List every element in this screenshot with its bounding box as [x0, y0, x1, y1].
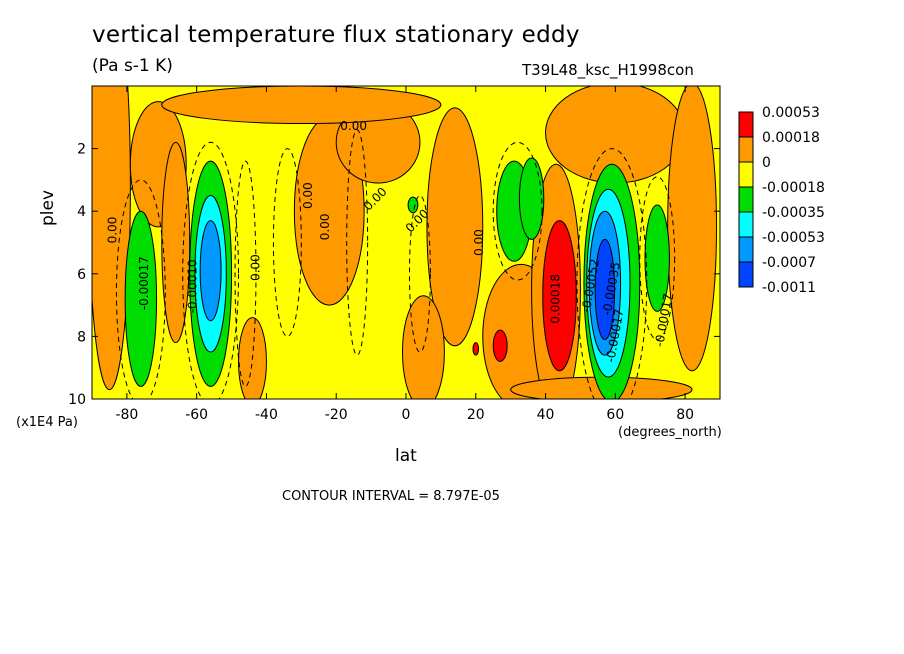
y-tick-label: 10 — [68, 392, 86, 408]
contour-field — [92, 86, 720, 399]
negative-contour-line — [115, 179, 166, 399]
x-tick-label: -60 — [185, 407, 208, 423]
negative-region-sh-polar — [124, 210, 158, 387]
negative-contour-line — [272, 148, 302, 337]
negative-contour-line — [576, 148, 648, 399]
positive-region-sh-polar — [92, 86, 131, 391]
x-tick-label: 80 — [676, 407, 694, 423]
contour-label: 0.00018 — [549, 274, 563, 324]
positive-region-upper-band — [161, 86, 442, 125]
x-tick-label: 20 — [467, 407, 485, 423]
positive-region-sh-lower — [238, 317, 267, 399]
x-tick-label: -80 — [115, 407, 138, 423]
negative-contour-line — [639, 176, 676, 341]
negative-contour-line — [234, 160, 257, 387]
contour-label: 0.00 — [301, 182, 315, 209]
legend-label: 0 — [762, 155, 771, 171]
y-tick-label: 6 — [77, 267, 86, 283]
legend-swatch — [738, 111, 754, 138]
legend-swatch — [738, 186, 754, 213]
contour-label: 0.00 — [340, 119, 367, 133]
legend-label: -0.0011 — [762, 280, 816, 296]
chart-units: (Pa s-1 K) — [92, 56, 173, 76]
legend-swatch — [738, 211, 754, 238]
negative-contour-line — [492, 141, 543, 281]
x-tick-label: -20 — [325, 407, 348, 423]
contour-label: 0.00 — [472, 229, 486, 256]
positive-region-nh-polar — [667, 86, 718, 372]
legend-label: -0.00053 — [762, 230, 825, 246]
positive-region-nh-tropics — [426, 107, 484, 347]
positive-region-sh-mid — [161, 141, 191, 344]
negative-contour-line — [182, 141, 240, 399]
y-tick-label: 8 — [77, 329, 86, 345]
positive-peak-nh-low — [492, 329, 508, 362]
run-name: T39L48_ksc_H1998con — [522, 61, 694, 79]
negative-contour-line — [346, 129, 369, 356]
legend-label: -0.00018 — [762, 180, 825, 196]
legend-label: 0.00053 — [762, 105, 820, 121]
positive-peak-small — [472, 342, 480, 356]
color-legend: 0.00053 0.00018 0 -0.00018 -0.00035 -0.00053 -… — [738, 105, 825, 296]
negative-region-nh-center — [594, 238, 616, 341]
legend-swatch — [738, 261, 754, 288]
x-tick-label: 0 — [402, 407, 411, 423]
chart-title: vertical temperature flux stationary edd… — [92, 22, 580, 48]
negative-region-nh-upper-b — [518, 157, 545, 240]
x-tick-label: 60 — [606, 407, 624, 423]
x-axis-label: lat — [395, 446, 417, 466]
contour-label: 0.00 — [248, 254, 262, 281]
legend-label: -0.0007 — [762, 255, 816, 271]
negative-contour-line — [408, 195, 431, 353]
contour-label: -0.00017 — [137, 256, 151, 310]
legend-swatch — [738, 161, 754, 188]
positive-region-near-equator — [402, 295, 445, 399]
axes: -80 -60 -40 -20 0 20 40 60 80 2 4 6 8 10 — [68, 86, 720, 423]
y-tick-label: 4 — [77, 204, 86, 220]
y-tick-label: 2 — [77, 142, 86, 158]
contour-label: 0.00 — [318, 213, 332, 240]
contour-label: -0.00010 — [186, 259, 200, 313]
x-tick-label: 40 — [537, 407, 555, 423]
legend-label: 0.00018 — [762, 130, 820, 146]
x-axis-units: (degrees_north) — [618, 425, 722, 440]
y-axis-units: (x1E4 Pa) — [16, 415, 78, 430]
positive-peak-nh-jet — [542, 220, 577, 372]
contour-interval: CONTOUR INTERVAL = 8.797E-05 — [282, 489, 500, 504]
legend-label: -0.00035 — [762, 205, 825, 221]
negative-region-sh-center — [199, 220, 222, 322]
negative-region-equator — [407, 196, 419, 214]
negative-region-nh-highlat — [644, 204, 670, 312]
x-tick-label: -40 — [255, 407, 278, 423]
legend-swatch — [738, 136, 754, 163]
contour-label: 0.00 — [105, 217, 119, 244]
legend-swatch — [738, 236, 754, 263]
